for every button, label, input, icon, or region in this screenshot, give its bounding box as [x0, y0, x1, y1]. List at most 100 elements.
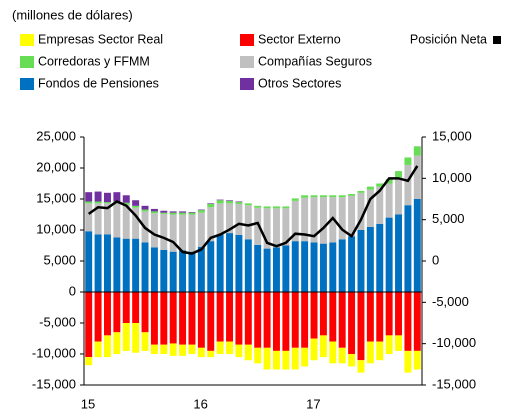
bar [141, 205, 149, 210]
bar [338, 197, 346, 240]
bar [207, 292, 215, 351]
bar [329, 292, 337, 342]
line [87, 165, 419, 255]
bar [404, 157, 412, 165]
bar [141, 242, 149, 292]
bar [254, 347, 262, 364]
bar [226, 200, 234, 201]
bar [216, 341, 224, 354]
bar [169, 251, 177, 292]
bar [376, 223, 384, 292]
bar [216, 292, 224, 342]
bar [122, 238, 130, 292]
bar [319, 197, 327, 244]
bar [319, 243, 327, 292]
bar [413, 292, 421, 351]
bar [366, 189, 374, 227]
bar [150, 208, 158, 212]
bar [319, 292, 327, 336]
bar [272, 247, 280, 292]
bar [113, 292, 121, 333]
bar [310, 338, 318, 361]
bar [338, 292, 346, 348]
bar [141, 292, 149, 333]
bar [395, 171, 403, 178]
bar [207, 207, 215, 242]
bar [179, 211, 187, 213]
bar [226, 292, 234, 342]
bar [263, 206, 271, 209]
bar [188, 344, 196, 354]
y-tick-label: 15,000 [36, 190, 76, 205]
bar [291, 241, 299, 292]
bar [357, 192, 365, 230]
bar [169, 214, 177, 252]
y-tick-label: 25,000 [36, 128, 76, 143]
bar [263, 208, 271, 249]
bar [113, 192, 121, 202]
bar [282, 245, 290, 292]
bar [160, 292, 168, 345]
bar [226, 233, 234, 292]
bar [141, 209, 149, 212]
bar [113, 237, 121, 292]
bar [150, 211, 158, 214]
bar [150, 344, 158, 354]
bar [338, 195, 346, 198]
bar [169, 343, 177, 356]
bar [94, 203, 102, 235]
bar [179, 250, 187, 292]
bar [103, 234, 111, 292]
bar [122, 292, 130, 323]
bar [150, 213, 158, 248]
bar [254, 244, 262, 292]
bar [348, 236, 356, 292]
bar [132, 323, 140, 353]
bar [329, 195, 337, 198]
legend-swatch [493, 36, 501, 44]
bar [310, 292, 318, 339]
bar [103, 335, 111, 358]
bar [216, 203, 224, 235]
bar [85, 203, 93, 232]
bar [94, 292, 102, 342]
bar [254, 205, 262, 208]
bar [357, 230, 365, 292]
bar [150, 292, 158, 345]
bar [282, 350, 290, 370]
y2-tick-label: -10,000 [432, 335, 476, 350]
bar [301, 292, 309, 348]
bar [226, 341, 234, 354]
bar [348, 354, 356, 367]
y2-tick-label: -15,000 [432, 376, 476, 391]
bar [385, 217, 393, 292]
legend-label: Otros Sectores [258, 76, 341, 90]
bar [235, 292, 243, 345]
bar [366, 341, 374, 364]
chart-subtitle: (millones de dólares) [12, 7, 133, 22]
bar [216, 200, 224, 204]
bar [85, 292, 93, 358]
bar [160, 213, 168, 250]
bar [103, 202, 111, 204]
bar [404, 292, 412, 351]
bar [103, 292, 111, 336]
legend-label: Fondos de Pensiones [38, 76, 159, 90]
bar [197, 209, 205, 211]
bar [329, 341, 337, 364]
bar [197, 212, 205, 247]
legend-swatch [240, 34, 254, 46]
bar [226, 200, 234, 204]
bar [197, 210, 205, 213]
y-tick-label: -5,000 [39, 314, 76, 329]
bar [404, 205, 412, 292]
bar [301, 195, 309, 198]
legend-swatch [20, 56, 34, 68]
bar [310, 242, 318, 292]
bar [338, 239, 346, 292]
bar [395, 292, 403, 336]
bar [395, 335, 403, 351]
bar [113, 332, 121, 354]
bar [338, 347, 346, 364]
bar [103, 203, 111, 235]
